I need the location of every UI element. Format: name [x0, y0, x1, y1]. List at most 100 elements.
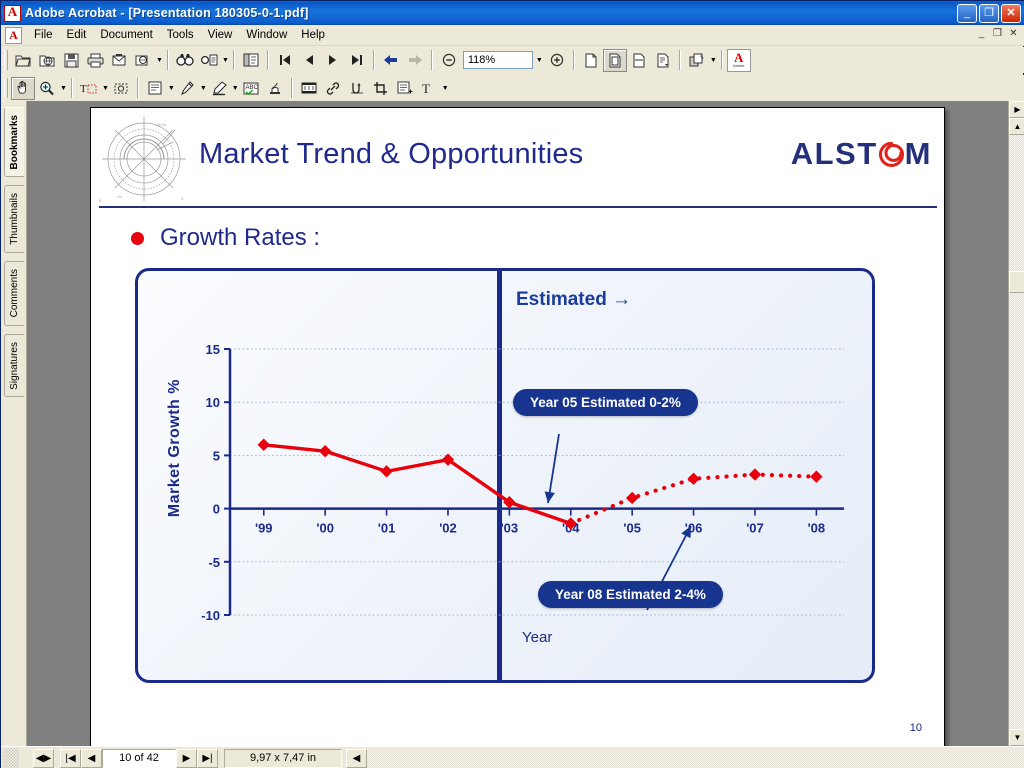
search-document-button[interactable] [197, 49, 221, 72]
find-button[interactable] [173, 49, 197, 72]
x-axis-title: Year [522, 629, 553, 646]
callout-year-08: Year 08 Estimated 2-4% [538, 581, 723, 608]
article-tool-button[interactable] [345, 77, 369, 100]
show-hide-navigation-button[interactable] [239, 49, 263, 72]
last-page-button[interactable] [345, 49, 369, 72]
scroll-down-button[interactable]: ▼ [1009, 729, 1024, 746]
window-controls: _ ❐ ✕ [957, 3, 1023, 23]
zoom-in-button[interactable] [545, 49, 569, 72]
maximize-restore-button[interactable]: ❐ [979, 3, 999, 23]
minimize-button[interactable]: _ [957, 3, 977, 23]
menu-document[interactable]: Document [100, 29, 153, 41]
stamp-tool-button[interactable] [263, 77, 287, 100]
crop-tool-button[interactable] [369, 77, 393, 100]
sidebar-item-bookmarks[interactable]: Bookmarks [4, 107, 24, 178]
spell-check-button[interactable]: ABC [239, 77, 263, 100]
menu-edit[interactable]: Edit [66, 29, 87, 41]
highlight-tool-caret-icon[interactable]: ▼ [231, 84, 239, 92]
text-select-caret-icon[interactable]: ▼ [101, 84, 109, 92]
zoom-out-button[interactable] [437, 49, 461, 72]
status-last-page-button[interactable]: ▶| [197, 748, 218, 768]
form-tool-button[interactable] [393, 77, 417, 100]
status-next-page-button[interactable]: ▶ [176, 748, 197, 768]
horizontal-scroll-left-button[interactable]: ◀ [346, 749, 367, 768]
sidebar-item-thumbnails[interactable]: Thumbnails [4, 185, 24, 254]
scroll-right-arrow-icon[interactable]: ▶ [1009, 101, 1024, 118]
page-indicator[interactable]: 10 of 42 [102, 748, 176, 768]
close-button[interactable]: ✕ [1001, 3, 1021, 23]
text-select-tool-button[interactable]: T [77, 77, 101, 100]
pencil-tool-caret-icon[interactable]: ▼ [199, 84, 207, 92]
email-button[interactable] [107, 49, 131, 72]
search-options-caret-icon[interactable]: ▼ [221, 56, 229, 64]
previous-page-button[interactable] [297, 49, 321, 72]
note-tool-button[interactable] [143, 77, 167, 100]
alstom-prefix: ALST [790, 136, 878, 171]
document-icon[interactable] [5, 26, 22, 44]
callout-year-05: Year 05 Estimated 0-2% [513, 389, 698, 416]
zoom-level-input[interactable]: 118% [462, 51, 533, 69]
zoom-dropdown-caret-icon[interactable]: ▼ [535, 56, 543, 64]
mdi-window-controls: _ ❐ ✕ [974, 28, 1024, 42]
zoom-tool-caret-icon[interactable]: ▼ [60, 84, 67, 92]
menu-bar: File Edit Document Tools View Window Hel… [1, 25, 1024, 46]
vertical-scroll-thumb[interactable] [1009, 271, 1024, 293]
open-file-button[interactable] [11, 49, 35, 72]
zoom-tool-button[interactable] [35, 77, 59, 100]
sidebar-item-signatures[interactable]: Signatures [4, 333, 24, 398]
touchup-text-tool-button[interactable]: T [417, 77, 441, 100]
mdi-restore-button[interactable]: ❐ [993, 28, 1002, 39]
svg-text:-5: -5 [208, 555, 220, 570]
snapshot-tool-button[interactable] [109, 77, 133, 100]
vertical-scrollbar[interactable]: ▶ ▲ ▼ [1008, 101, 1024, 746]
horizontal-scroll-track[interactable]: ◀ [346, 749, 1024, 768]
vertical-scroll-track[interactable] [1009, 135, 1024, 729]
email-options-caret-icon[interactable]: ▼ [156, 56, 163, 64]
status-previous-page-button[interactable]: ◀ [81, 748, 102, 768]
toolbar-grip[interactable] [4, 78, 8, 98]
mdi-close-button[interactable]: ✕ [1009, 28, 1018, 39]
sidebar-item-label: Thumbnails [9, 193, 20, 246]
navigation-toggle-button[interactable]: ◀▶ [33, 748, 54, 768]
adobe-online-button[interactable]: A Adobe [726, 48, 751, 72]
sidebar-item-label: Comments [9, 269, 20, 318]
link-tool-button[interactable] [321, 77, 345, 100]
menu-window[interactable]: Window [246, 29, 288, 41]
mdi-minimize-button[interactable]: _ [978, 28, 985, 39]
pencil-tool-button[interactable] [175, 77, 199, 100]
actual-size-button[interactable] [579, 49, 603, 72]
menu-tools[interactable]: Tools [166, 29, 194, 41]
reflow-button[interactable] [651, 49, 675, 72]
menu-view[interactable]: View [207, 29, 233, 41]
bullet-label: Growth Rates : [160, 224, 321, 251]
fit-page-button[interactable] [602, 48, 627, 72]
sidebar-item-label: Bookmarks [9, 115, 20, 170]
print-button[interactable] [83, 49, 107, 72]
go-previous-view-button[interactable] [379, 49, 403, 72]
svg-text:'08: '08 [808, 521, 826, 536]
next-page-button[interactable] [321, 49, 345, 72]
open-web-page-button[interactable] [35, 49, 59, 72]
touchup-text-caret-icon[interactable]: ▼ [441, 84, 449, 92]
first-page-button[interactable] [273, 49, 297, 72]
movie-tool-button[interactable] [297, 77, 321, 100]
hand-tool-button[interactable] [11, 76, 35, 100]
sidebar-item-comments[interactable]: Comments [4, 261, 24, 326]
highlight-tool-button[interactable] [207, 77, 231, 100]
fit-width-button[interactable] [627, 49, 651, 72]
status-first-page-button[interactable]: |◀ [60, 748, 81, 768]
scroll-up-button[interactable]: ▲ [1009, 118, 1024, 135]
menu-help[interactable]: Help [301, 29, 325, 41]
rotate-options-caret-icon[interactable]: ▼ [709, 56, 717, 64]
page-viewport[interactable]: Q=m r/o 0 X Market Trend & Opportunities AL… [28, 101, 1001, 746]
rotate-view-button[interactable] [685, 49, 709, 72]
toolbar-separator [720, 50, 723, 70]
search-web-button[interactable] [131, 49, 155, 72]
menu-file[interactable]: File [34, 29, 53, 41]
go-next-view-button[interactable] [403, 49, 427, 72]
navigation-pane: Bookmarks Thumbnails Comments Signatures [1, 101, 27, 746]
toolbar-grip[interactable] [4, 50, 8, 70]
note-tool-caret-icon[interactable]: ▼ [167, 84, 175, 92]
save-button[interactable] [59, 49, 83, 72]
